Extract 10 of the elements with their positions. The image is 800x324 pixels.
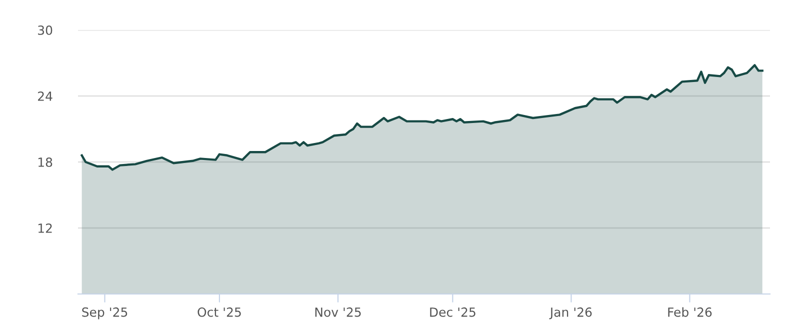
x-tick-label: Oct '25	[198, 307, 241, 317]
x-tick-label: Jan '26	[549, 307, 592, 320]
x-tick-label: Sep '25	[82, 307, 128, 320]
y-tick-label: 30	[38, 25, 52, 35]
x-tick-label: Dec '25	[430, 307, 476, 317]
y-tick-label: 18	[38, 157, 52, 167]
y-tick-label: 24	[38, 91, 52, 101]
y-tick-label: 12	[38, 223, 52, 233]
x-tick-label: Feb '26	[668, 307, 712, 317]
x-tick-label: Nov '25	[315, 307, 361, 317]
